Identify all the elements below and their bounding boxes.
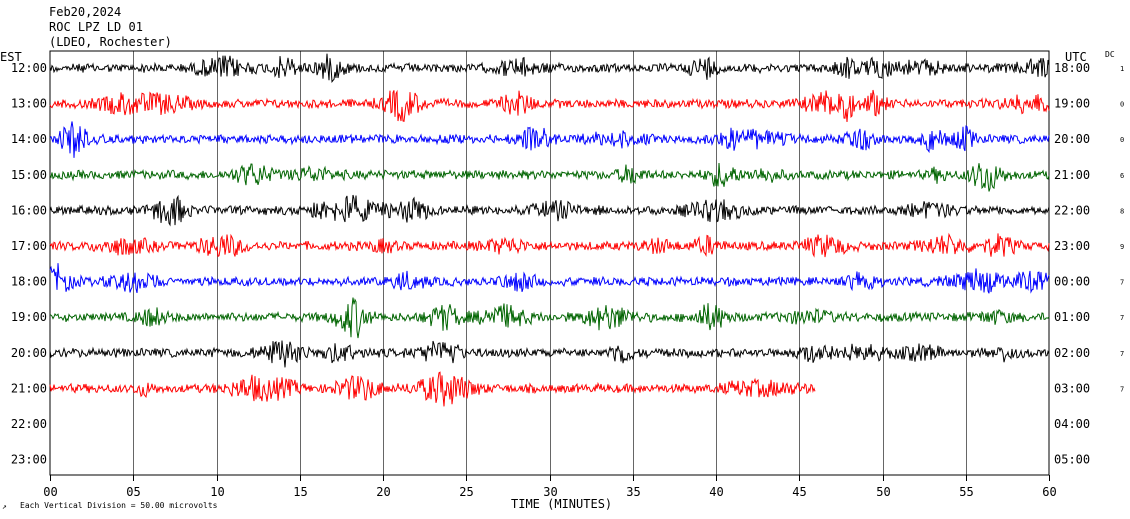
dc-value: 6 <box>1120 172 1124 180</box>
dc-value: 0 <box>1120 136 1124 144</box>
seismic-trace <box>49 340 1050 368</box>
seismic-trace <box>49 121 1050 158</box>
scale-note: Each Vertical Division = 50.00 microvolt… <box>20 501 218 510</box>
est-time-label: 13:00 <box>11 97 47 111</box>
seismic-trace <box>49 263 1050 294</box>
dc-value: 9 <box>1120 243 1124 251</box>
chart-title: ROC LPZ LD 01 <box>49 20 143 34</box>
est-time-label: 21:00 <box>11 381 47 395</box>
est-time-label: 15:00 <box>11 168 47 182</box>
network-label: (LDEO, Rochester) <box>49 35 172 49</box>
utc-time-label: 04:00 <box>1054 417 1090 431</box>
seismic-trace <box>49 371 816 407</box>
x-tick-label: 10 <box>210 485 224 499</box>
est-time-label: 18:00 <box>11 275 47 289</box>
dc-value: 8 <box>1120 207 1124 215</box>
utc-time-label: 22:00 <box>1054 203 1090 217</box>
chart-date: Feb20,2024 <box>49 5 122 19</box>
x-axis-title: TIME (MINUTES) <box>511 497 613 511</box>
utc-time-label: 02:00 <box>1054 346 1090 360</box>
utc-time-label: 05:00 <box>1054 453 1090 467</box>
x-tick-label: 05 <box>126 485 140 499</box>
utc-time-label: 01:00 <box>1054 310 1090 324</box>
corner-arrow-icon: ↗ <box>2 502 7 511</box>
est-time-label: 12:00 <box>11 61 47 75</box>
dc-value: 7 <box>1120 314 1124 322</box>
est-time-label: 16:00 <box>11 203 47 217</box>
seismic-trace <box>49 53 1050 84</box>
utc-time-label: 21:00 <box>1054 168 1090 182</box>
seismic-trace <box>49 232 1050 258</box>
x-tick-label: 55 <box>959 485 973 499</box>
est-time-label: 22:00 <box>11 417 47 431</box>
seismic-trace <box>49 89 1050 123</box>
est-time-label: 19:00 <box>11 310 47 324</box>
right-timezone-label: UTC <box>1065 50 1087 64</box>
utc-time-label: 23:00 <box>1054 239 1090 253</box>
seismic-trace <box>49 297 1050 339</box>
x-tick-label: 25 <box>459 485 473 499</box>
seismic-trace <box>49 194 1050 227</box>
x-tick-label: 50 <box>876 485 890 499</box>
plot-frame <box>49 50 1050 476</box>
x-tick-label: 45 <box>792 485 806 499</box>
dc-column-label: DC <box>1105 50 1115 59</box>
dc-value: 1 <box>1120 65 1124 73</box>
seismic-trace <box>49 162 1050 192</box>
x-tick-label: 40 <box>709 485 723 499</box>
x-tick-label: 20 <box>376 485 390 499</box>
utc-time-label: 18:00 <box>1054 61 1090 75</box>
dc-value: 7 <box>1120 350 1124 358</box>
x-tick-label: 35 <box>626 485 640 499</box>
dc-value: 7 <box>1120 385 1124 393</box>
x-tick-label: 15 <box>293 485 307 499</box>
utc-time-label: 03:00 <box>1054 381 1090 395</box>
est-time-label: 14:00 <box>11 132 47 146</box>
x-tick-label: 00 <box>43 485 57 499</box>
utc-time-label: 19:00 <box>1054 97 1090 111</box>
dc-value: 0 <box>1120 101 1124 109</box>
utc-time-label: 00:00 <box>1054 275 1090 289</box>
est-time-label: 17:00 <box>11 239 47 253</box>
left-timezone-label: EST <box>0 50 22 64</box>
est-time-label: 20:00 <box>11 346 47 360</box>
x-tick-label: 60 <box>1042 485 1056 499</box>
utc-time-label: 20:00 <box>1054 132 1090 146</box>
est-time-label: 23:00 <box>11 453 47 467</box>
x-tick-label: 30 <box>543 485 557 499</box>
dc-value: 7 <box>1120 279 1124 287</box>
